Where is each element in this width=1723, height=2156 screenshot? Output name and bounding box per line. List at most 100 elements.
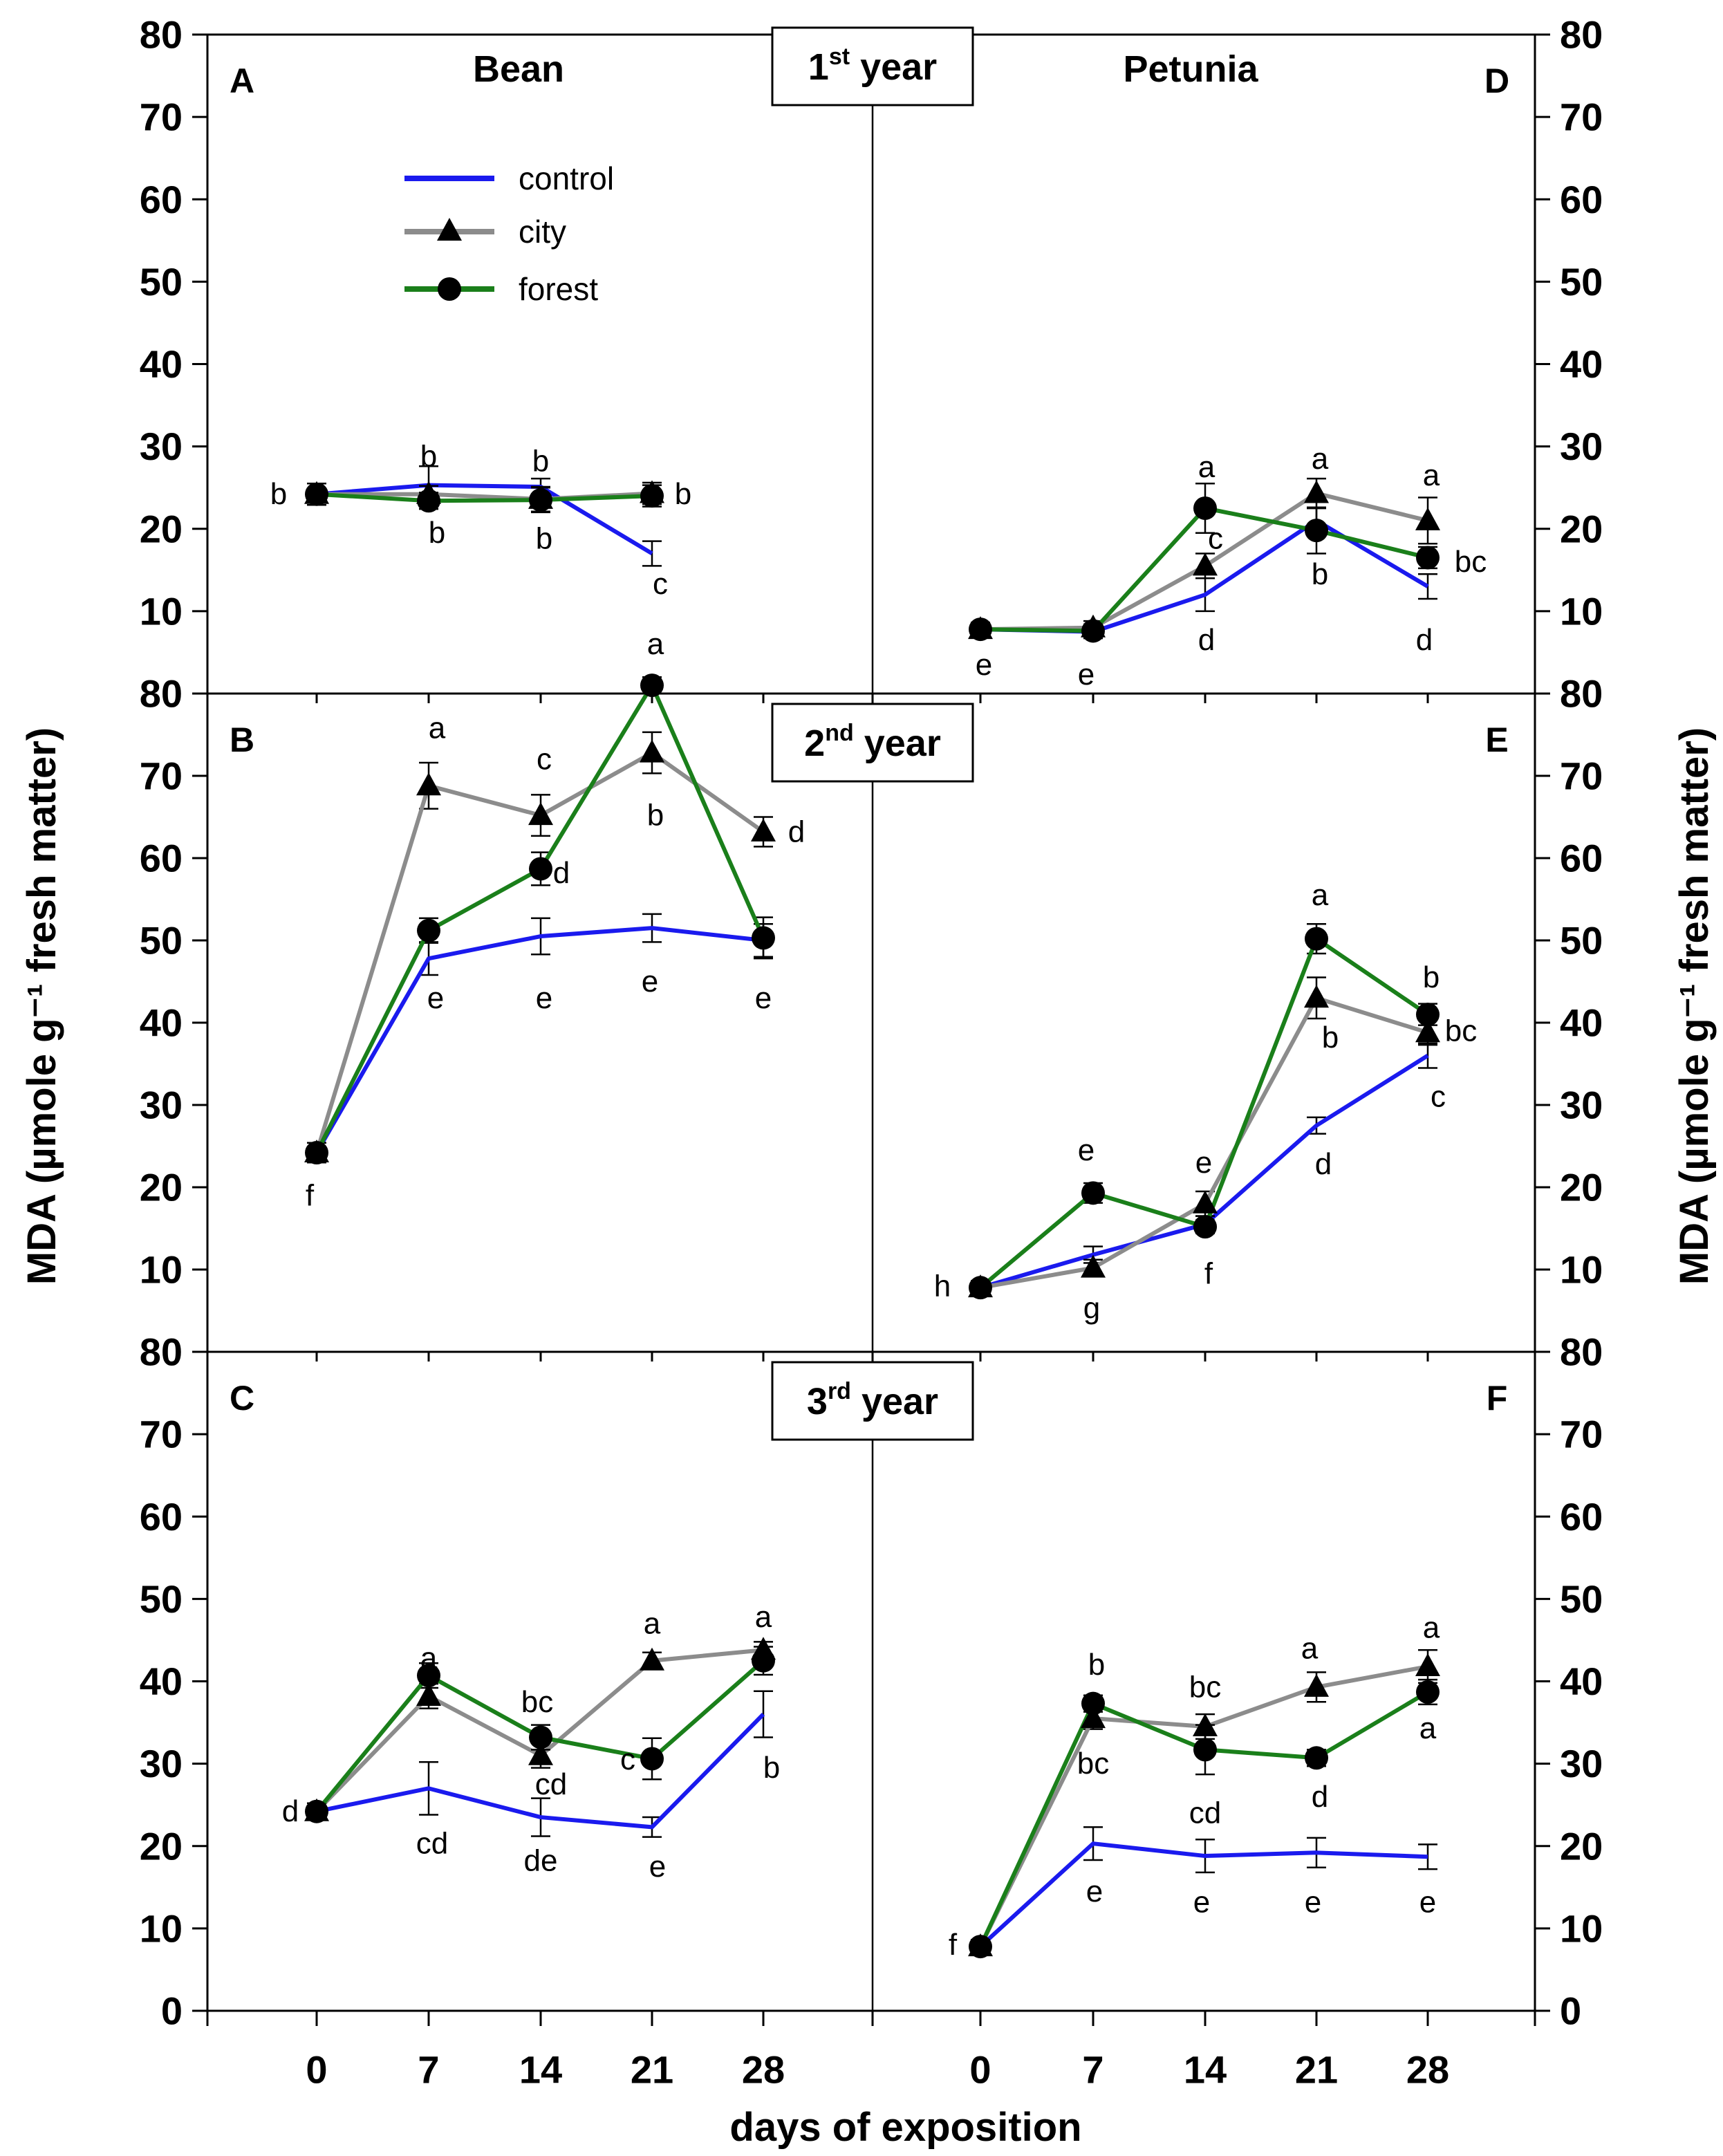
- marker-city: [1304, 985, 1329, 1008]
- y-tick-label: 70: [140, 1413, 183, 1456]
- y-tick-label: 70: [1560, 95, 1603, 139]
- marker-forest: [305, 1799, 328, 1823]
- x-tick-label: 7: [418, 2048, 439, 2092]
- significance-label: d: [1416, 623, 1433, 657]
- significance-label: b: [420, 439, 437, 473]
- marker-city: [640, 1647, 664, 1671]
- significance-label: h: [934, 1269, 951, 1303]
- significance-label: e: [755, 981, 772, 1015]
- series-layer: [304, 465, 1440, 1959]
- year-label: 2nd year: [804, 720, 941, 764]
- y-axis-title-left: MDA (µmole g⁻¹ fresh matter): [19, 727, 64, 1285]
- significance-label: cd: [1189, 1796, 1221, 1830]
- significance-label: b: [675, 477, 691, 511]
- significance-label: d: [1312, 1780, 1328, 1814]
- y-tick-label: 50: [140, 919, 183, 963]
- significance-label: b: [1312, 557, 1328, 591]
- significance-label: b: [1423, 960, 1440, 994]
- y-tick-label: 10: [1560, 1906, 1603, 1950]
- y-tick-label: 60: [140, 1495, 183, 1539]
- y-tick-label: 40: [1560, 342, 1603, 386]
- significance-label: d: [1315, 1147, 1332, 1181]
- significance-label: e: [1419, 1885, 1436, 1919]
- marker-forest: [529, 857, 552, 881]
- significance-label: e: [1195, 1146, 1212, 1180]
- y-tick-label: 0: [1560, 1989, 1581, 2033]
- marker-forest: [417, 489, 440, 513]
- marker-city: [1193, 1713, 1218, 1737]
- marker-city: [416, 1682, 441, 1706]
- significance-label: a: [1419, 1711, 1437, 1745]
- year-label: 1st year: [808, 44, 937, 88]
- panel-letter-D: D: [1484, 62, 1509, 100]
- y-tick-label: 20: [140, 1166, 183, 1209]
- y-tick-label: 40: [140, 1660, 183, 1703]
- y-tick-label: 80: [1560, 1330, 1603, 1374]
- y-tick-label: 20: [140, 1824, 183, 1868]
- y-tick-label: 60: [1560, 178, 1603, 221]
- y-tick-label: 80: [140, 13, 183, 57]
- significance-label: f: [306, 1178, 315, 1212]
- significance-label: a: [647, 627, 664, 661]
- marker-forest: [529, 488, 552, 512]
- marker-city: [1304, 480, 1329, 503]
- y-tick-label: 60: [140, 837, 183, 880]
- x-tick-label: 14: [1184, 2048, 1227, 2092]
- marker-city: [528, 802, 553, 826]
- y-tick-label: 10: [140, 1248, 183, 1292]
- significance-label: e: [1193, 1885, 1210, 1919]
- column-title-bean: Bean: [473, 48, 564, 90]
- legend-marker-city: [437, 218, 462, 241]
- significance-label: a: [420, 1642, 438, 1675]
- series-line-control: [316, 1713, 765, 1830]
- significance-label: d: [553, 856, 570, 890]
- marker-forest: [305, 482, 328, 506]
- y-tick-label: 50: [1560, 919, 1603, 963]
- significance-label: b: [647, 799, 664, 833]
- marker-forest: [752, 1648, 775, 1673]
- marker-city: [1193, 552, 1218, 576]
- marker-forest: [1081, 1691, 1105, 1716]
- y-tick-label: 70: [1560, 1413, 1603, 1456]
- legend-marker-forest: [438, 277, 461, 301]
- significance-label: cd: [416, 1827, 448, 1861]
- significance-label: a: [1198, 450, 1216, 484]
- y-tick-label: 50: [1560, 1577, 1603, 1621]
- x-tick-label: 7: [1082, 2048, 1103, 2092]
- significance-label: bc: [1455, 545, 1487, 579]
- panel-letter-C: C: [230, 1379, 254, 1418]
- panel-letter-F: F: [1487, 1379, 1508, 1418]
- marker-forest: [969, 1935, 992, 1959]
- y-tick-label: 20: [1560, 507, 1603, 550]
- series-line-control: [316, 483, 653, 556]
- significance-label: e: [1078, 1133, 1095, 1167]
- y-tick-label: 30: [1560, 1742, 1603, 1785]
- y-tick-label: 20: [1560, 1824, 1603, 1868]
- significance-label: e: [1305, 1885, 1321, 1919]
- y-tick-label: 80: [140, 1330, 183, 1374]
- y-tick-label: 30: [1560, 1084, 1603, 1127]
- significance-label: bc: [1445, 1014, 1477, 1048]
- panel-letter-B: B: [230, 721, 254, 759]
- x-tick-label: 28: [742, 2048, 785, 2092]
- significance-label: a: [1312, 442, 1329, 476]
- marker-forest: [640, 1747, 664, 1771]
- marker-forest: [529, 1725, 552, 1749]
- series-line-city: [980, 996, 1428, 1290]
- significance-label: e: [1086, 1875, 1103, 1908]
- legend-label-forest: forest: [519, 271, 598, 307]
- significance-label: b: [429, 516, 445, 550]
- y-tick-label: 10: [140, 589, 183, 633]
- y-tick-label: 60: [1560, 837, 1603, 880]
- y-tick-label: 10: [140, 1906, 183, 1950]
- x-tick-label: 21: [1295, 2048, 1338, 2092]
- x-tick-label: 21: [631, 2048, 673, 2092]
- marker-forest: [969, 1276, 992, 1300]
- y-tick-label: 80: [1560, 672, 1603, 716]
- significance-label: f: [949, 1928, 958, 1962]
- legend-label-control: control: [519, 160, 614, 196]
- marker-forest: [1416, 546, 1440, 570]
- y-tick-label: 10: [1560, 1248, 1603, 1292]
- significance-label: a: [1312, 878, 1329, 912]
- significance-label: a: [644, 1607, 661, 1641]
